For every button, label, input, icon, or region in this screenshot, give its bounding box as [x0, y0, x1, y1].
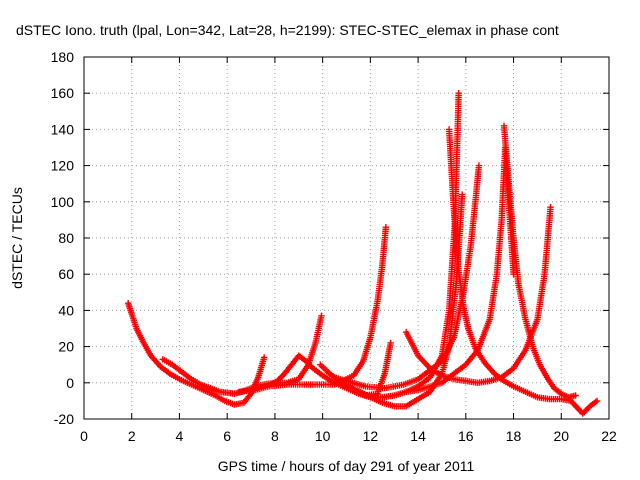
data-point [455, 90, 462, 97]
x-tick-label: 12 [363, 428, 379, 444]
x-tick-label: 22 [601, 428, 617, 444]
data-point [318, 312, 325, 320]
x-tick-label: 4 [176, 428, 184, 444]
y-axis-label: dSTEC / TECUs [9, 187, 25, 289]
data-point [475, 162, 483, 169]
series-8 [445, 126, 601, 417]
data-marks [124, 90, 601, 417]
y-tick-label: 0 [66, 375, 74, 391]
data-point [556, 389, 564, 396]
x-tick-label: 2 [128, 428, 136, 444]
axis-ticks: 0 2 4 6 8 10 12 14 16 18 20 22 -20 0 20 40 60 80 100 120 140… [51, 49, 617, 444]
data-point [382, 223, 390, 231]
data-point [459, 191, 466, 198]
y-tick-label: 180 [51, 49, 75, 65]
x-tick-label: 6 [223, 428, 231, 444]
series-7 [331, 162, 483, 392]
x-axis-label: GPS time / hours of day 291 of year 2011 [218, 458, 475, 474]
x-tick-label: 8 [271, 428, 279, 444]
y-tick-label: 20 [58, 339, 74, 355]
y-tick-label: 40 [58, 302, 74, 318]
y-tick-label: 160 [51, 85, 75, 101]
series-3 [235, 90, 462, 401]
grid [84, 57, 609, 419]
chart-title: dSTEC Iono. truth (lpal, Lon=342, Lat=28… [16, 22, 559, 38]
y-tick-label: 60 [58, 266, 74, 282]
data-point [592, 398, 599, 406]
x-tick-label: 14 [410, 428, 426, 444]
data-point [572, 392, 579, 399]
y-tick-label: -20 [54, 411, 74, 427]
y-tick-label: 120 [51, 158, 75, 174]
y-tick-label: 100 [51, 194, 75, 210]
x-tick-label: 20 [553, 428, 569, 444]
x-tick-label: 0 [80, 428, 88, 444]
data-point [593, 397, 601, 405]
series-11 [500, 122, 579, 401]
data-point [387, 339, 394, 347]
plot-frame [83, 56, 610, 420]
data-point [260, 354, 268, 361]
data-point [547, 204, 554, 211]
series-10 [402, 204, 554, 386]
y-tick-label: 140 [51, 121, 75, 137]
y-tick-label: 80 [58, 230, 74, 246]
series-1 [124, 299, 268, 408]
series-4 [264, 223, 390, 390]
x-tick-label: 10 [315, 428, 331, 444]
x-tick-label: 16 [458, 428, 474, 444]
x-tick-label: 18 [506, 428, 522, 444]
